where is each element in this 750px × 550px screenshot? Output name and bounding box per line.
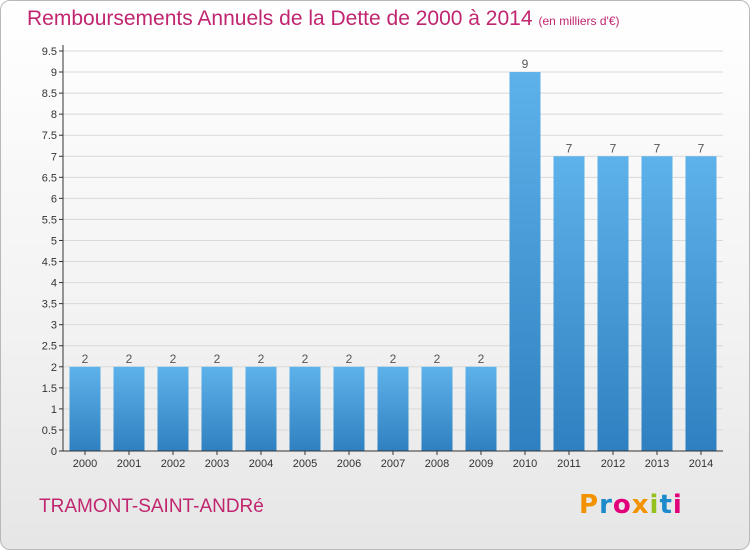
proxiti-logo[interactable]: Proxiti [579,490,683,520]
bar-value-label: 2 [478,352,485,366]
x-tick-label: 2008 [425,458,449,470]
chart-title-text: Remboursements Annuels de la Dette de 20… [27,7,533,30]
bars-layer [69,72,717,451]
y-tick-label: 8.5 [42,88,57,100]
x-tick-label: 2002 [161,458,185,470]
bar-value-label: 9 [522,57,529,71]
y-tick-label: 7.5 [42,130,57,142]
y-tick-label: 0.5 [42,425,57,437]
bar-value-label: 2 [302,352,309,366]
x-tick-label: 2007 [381,458,405,470]
x-tick-label: 2000 [73,458,97,470]
y-tick-label: 6.5 [42,172,57,184]
x-tick-label: 2014 [689,458,713,470]
y-tick-label: 7 [51,151,57,163]
y-tick-label: 3.5 [42,299,57,311]
bar [113,366,145,451]
bar [553,156,585,451]
x-tick-label: 2009 [469,458,493,470]
x-tick-label: 2013 [645,458,669,470]
y-tick-label: 4 [51,278,57,290]
bar-value-label: 7 [654,141,661,155]
x-tick-label: 2004 [249,458,273,470]
y-tick-label: 6 [51,193,57,205]
x-tick-label: 2006 [337,458,361,470]
labels-layer: 2 2 2 2 2 2 2 2 2 2 9 7 7 7 7 [82,57,705,366]
x-tick-label: 2005 [293,458,317,470]
chart-title: Remboursements Annuels de la Dette de 20… [27,7,620,31]
logo-letter: P [579,490,600,520]
logo-letter: i [672,490,683,520]
bar-value-label: 2 [170,352,177,366]
x-tick-label: 2010 [513,458,537,470]
bar [69,366,101,451]
bar-value-label: 7 [610,141,617,155]
bar-value-label: 2 [434,352,441,366]
bar [245,366,277,451]
axis-layer: 0 0.5 1 1.5 2 2.5 3 3.5 4 4.5 5 5.5 6 6.5 7 7.5 8 8.5 9 9.5… [42,45,723,470]
y-tick-label: 2 [51,362,57,374]
bar-value-label: 2 [390,352,397,366]
bar [465,366,497,451]
x-tick-label: 2011 [557,458,581,470]
bar [597,156,629,451]
logo-letter: x [631,490,650,520]
bar [509,72,541,451]
logo-letter: t [659,490,673,520]
bar [377,366,409,451]
y-tick-label: 9 [51,67,57,79]
commune-name: TRAMONT-SAINT-ANDRé [39,496,264,517]
bar-value-label: 2 [126,352,133,366]
bar-value-label: 2 [214,352,221,366]
bar [685,156,717,451]
y-tick-label: 3 [51,320,57,332]
x-tick-label: 2003 [205,458,229,470]
y-tick-label: 9.5 [42,46,57,58]
bar [289,366,321,451]
bar-value-label: 2 [346,352,353,366]
y-tick-label: 2.5 [42,341,57,353]
bar [641,156,673,451]
y-tick-label: 8 [51,109,57,121]
y-tick-label: 5 [51,235,57,247]
bar-value-label: 7 [566,141,573,155]
y-tick-label: 4.5 [42,257,57,269]
y-tick-label: 0 [51,446,57,458]
unit-note: (en milliers d'€) [538,14,620,28]
y-tick-label: 5.5 [42,214,57,226]
bar [333,366,365,451]
bar-value-label: 7 [698,141,705,155]
bar-value-label: 2 [258,352,265,366]
logo-letter: r [599,490,613,520]
bar-value-label: 2 [82,352,89,366]
bar [201,366,233,451]
y-tick-label: 1 [51,404,57,416]
x-tick-label: 2001 [117,458,141,470]
x-tick-label: 2012 [601,458,625,470]
y-tick-label: 1.5 [42,383,57,395]
bar [157,366,189,451]
logo-letter: o [612,490,632,520]
bar [421,366,453,451]
logo-letter: i [649,490,660,520]
